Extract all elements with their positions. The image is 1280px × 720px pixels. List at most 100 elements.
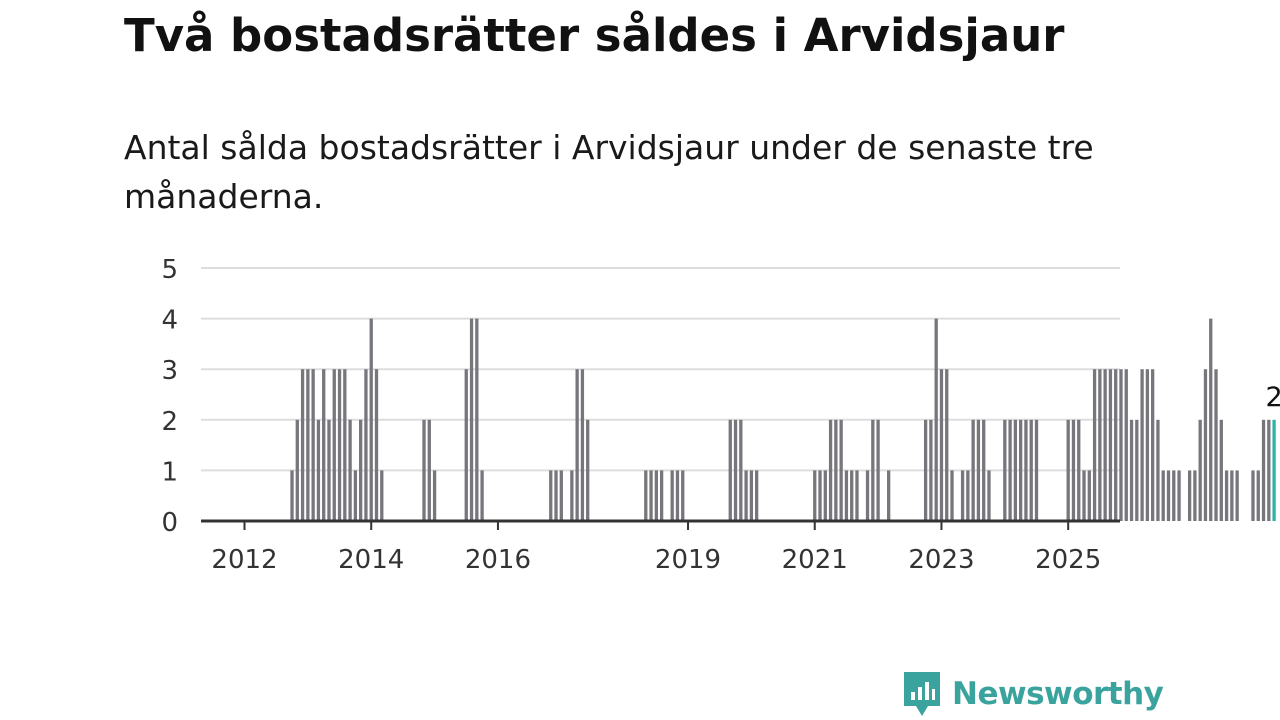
bar	[823, 470, 827, 521]
bar	[659, 470, 664, 521]
bar	[306, 369, 310, 521]
bar	[1066, 419, 1070, 521]
bar	[855, 470, 859, 521]
bar	[1119, 369, 1123, 521]
bar	[364, 369, 368, 521]
bar	[369, 318, 373, 521]
bar	[374, 369, 379, 521]
bar	[332, 369, 336, 521]
bar	[675, 470, 680, 521]
bar	[1172, 470, 1176, 521]
bar	[1013, 419, 1018, 521]
bar	[554, 470, 558, 521]
bar	[934, 318, 938, 521]
bar	[343, 369, 347, 521]
bar	[982, 419, 986, 521]
bar	[923, 419, 928, 521]
bar	[1103, 369, 1107, 521]
bar	[469, 318, 474, 521]
bar	[380, 470, 384, 521]
bar	[427, 419, 431, 521]
bar	[670, 470, 674, 521]
x-tick-label: 2025	[1035, 545, 1101, 575]
y-tick-label: 5	[161, 255, 178, 285]
bar	[749, 470, 754, 521]
bar	[1145, 369, 1150, 521]
bar	[755, 470, 759, 521]
y-tick-label: 4	[161, 306, 178, 336]
bar	[290, 470, 294, 521]
bar	[295, 419, 299, 521]
bar	[733, 419, 738, 521]
bar	[1108, 369, 1113, 521]
bar	[322, 369, 326, 521]
bar	[1140, 369, 1144, 521]
x-tick-label: 2019	[655, 545, 721, 575]
bar	[1135, 419, 1139, 521]
bar	[337, 369, 342, 521]
bar	[432, 470, 437, 521]
bar	[976, 419, 981, 521]
bar	[1166, 470, 1171, 521]
bar	[1214, 369, 1218, 521]
newsworthy-brand[interactable]: Newsworthy	[902, 670, 1164, 718]
bar	[681, 470, 685, 521]
bar	[1151, 369, 1155, 521]
highlight-bar	[1272, 419, 1276, 521]
bar	[1003, 419, 1007, 521]
chart-title: Två bostadsrätter såldes i Arvidsjaur	[124, 9, 1065, 62]
bar	[559, 470, 563, 521]
x-tick-label: 2023	[908, 545, 974, 575]
bar	[422, 419, 426, 521]
bar	[1124, 369, 1128, 521]
x-tick-label: 2012	[211, 545, 277, 575]
bar	[1261, 419, 1266, 521]
x-tick-label: 2021	[782, 545, 848, 575]
y-tick-label: 2	[161, 407, 178, 437]
highlight-value-label: 2	[1266, 382, 1280, 413]
bar	[1219, 419, 1223, 521]
bar	[839, 419, 843, 521]
bar	[1156, 419, 1160, 521]
bar	[316, 419, 321, 521]
bar	[939, 369, 944, 521]
x-tick-label: 2014	[338, 545, 404, 575]
bar	[327, 419, 331, 521]
bar	[1251, 470, 1255, 521]
bar	[887, 470, 891, 521]
bar	[1198, 419, 1202, 521]
bar	[1235, 470, 1239, 521]
bar	[1082, 470, 1086, 521]
bar	[644, 470, 648, 521]
bar	[850, 470, 854, 521]
bar	[1267, 419, 1271, 521]
bar	[359, 419, 363, 521]
y-tick-label: 1	[161, 457, 178, 487]
x-tick-label: 2016	[465, 545, 531, 575]
bar	[739, 419, 743, 521]
bar	[728, 419, 732, 521]
bar	[1203, 369, 1208, 521]
bar	[654, 470, 658, 521]
bar	[348, 419, 352, 521]
brand-name: Newsworthy	[952, 676, 1164, 712]
bar	[744, 470, 748, 521]
chart-subtitle: Antal sålda bostadsrätter i Arvidsjaur u…	[124, 128, 1094, 216]
bar	[1098, 369, 1102, 521]
bar	[580, 369, 585, 521]
bar	[1092, 369, 1097, 521]
bar	[813, 470, 817, 521]
bar	[1114, 369, 1118, 521]
bar	[1034, 419, 1039, 521]
bar	[311, 369, 315, 521]
bar	[966, 470, 970, 521]
bar	[1209, 318, 1213, 521]
bar	[1087, 470, 1091, 521]
bar	[1077, 419, 1081, 521]
bar	[960, 470, 965, 521]
bar	[475, 318, 479, 521]
bar	[570, 470, 574, 521]
bar	[987, 470, 991, 521]
bar	[876, 419, 880, 521]
